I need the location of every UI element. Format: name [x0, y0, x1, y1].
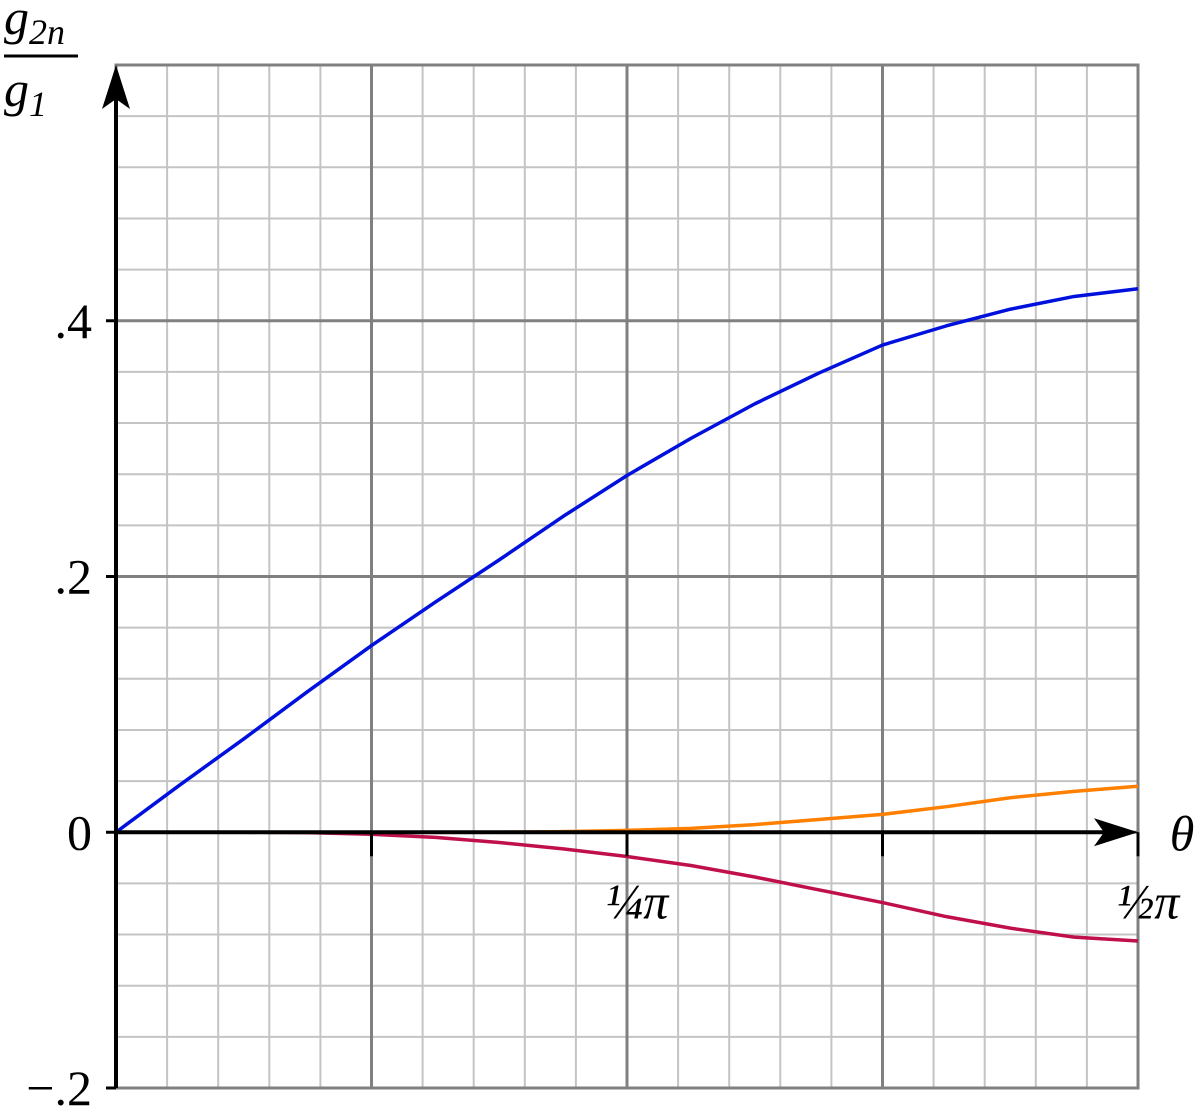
y-tick-label: .4	[55, 293, 93, 349]
y-tick-label: 0	[67, 804, 92, 860]
x-axis-arrow	[1094, 818, 1138, 847]
x-tick-label: ½π	[1117, 873, 1182, 929]
x-tick-label: ¼π	[606, 873, 671, 929]
y-axis-arrow	[102, 65, 130, 109]
x-axis-label: θ	[1170, 805, 1195, 861]
y-axis-label: g2n	[4, 0, 65, 52]
y-label-sub: 2n	[29, 12, 65, 52]
y-label-base: g	[4, 61, 29, 117]
data-line	[114, 287, 1139, 834]
grid	[114, 63, 1140, 1090]
y-label-base: g	[4, 0, 29, 45]
y-axis-label: g1	[4, 61, 47, 124]
y-label-sub: 1	[29, 84, 47, 124]
y-tick-label: −.2	[26, 1060, 92, 1109]
y-tick-label: .2	[55, 549, 93, 605]
